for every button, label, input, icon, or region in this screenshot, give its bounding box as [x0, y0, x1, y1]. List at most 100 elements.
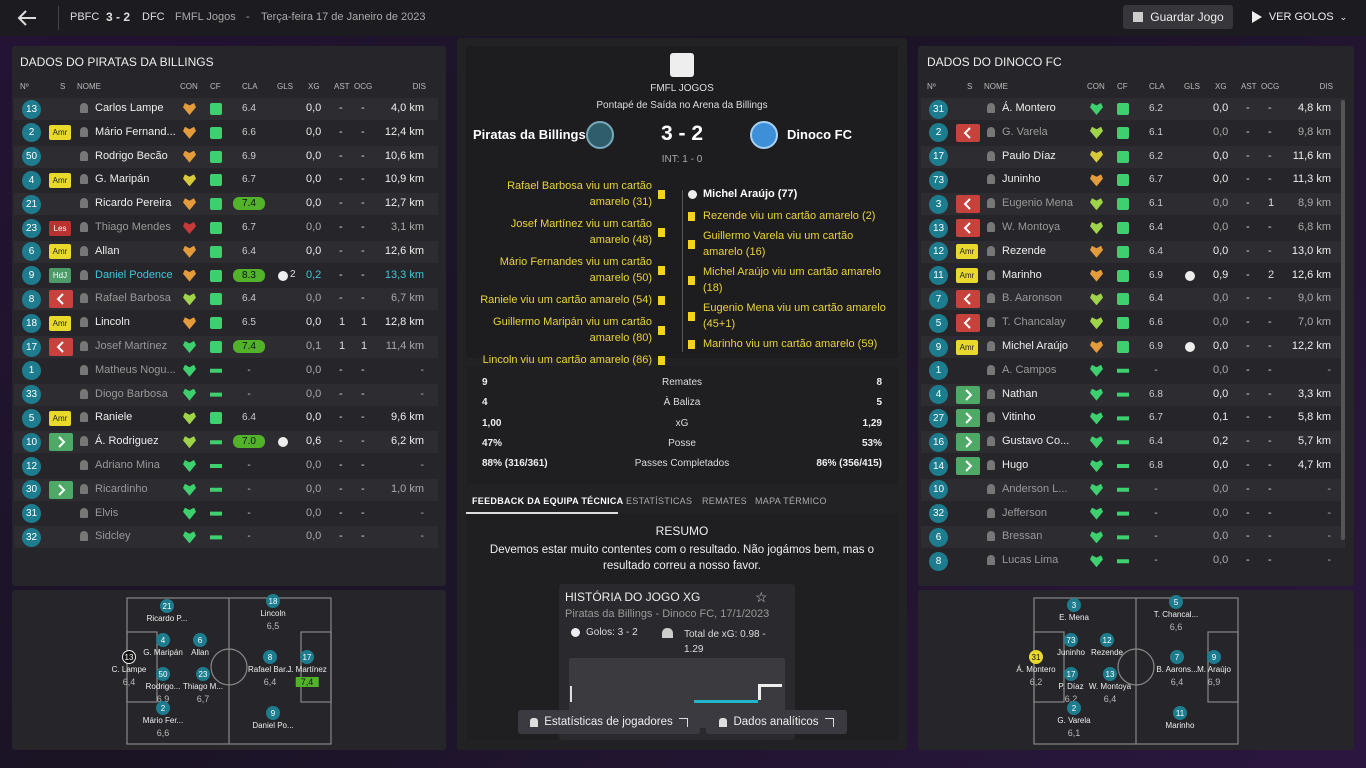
player-name[interactable]: W. Montoya — [1002, 221, 1061, 233]
save-icon — [1133, 12, 1144, 22]
tab[interactable]: MAPA TÉRMICO — [755, 496, 827, 506]
player-name[interactable]: Daniel Podence — [95, 268, 173, 281]
player-name[interactable]: A. Campos — [1002, 363, 1057, 376]
column-header: Nº — [927, 82, 936, 91]
pitch-number: 17 — [300, 650, 314, 664]
pitch-rating: 6,5 — [266, 621, 280, 631]
assists: - — [339, 149, 343, 162]
player-name[interactable]: Rezende — [1002, 244, 1047, 257]
row-stripe — [14, 526, 438, 549]
goals-button[interactable]: VER GOLOS ⌄ — [1243, 5, 1355, 29]
chances: - — [1268, 387, 1272, 400]
row-stripe — [14, 478, 438, 501]
pitch-name: Á. Montero — [1016, 665, 1056, 674]
sub-icon — [49, 290, 73, 309]
player-name[interactable]: G. Varela — [1002, 125, 1048, 138]
shirt-number: 27 — [929, 408, 948, 428]
player-name[interactable]: Lincoln — [95, 316, 130, 329]
competition[interactable]: FMFL Jogos — [175, 11, 236, 23]
tab[interactable]: ESTATÍSTICAS — [626, 496, 693, 506]
distance: - — [1327, 482, 1331, 495]
tab[interactable]: FEEDBACK DA EQUIPA TÉCNICA — [472, 496, 624, 506]
tab-underline — [466, 512, 618, 514]
player-name[interactable]: Hugo — [1002, 459, 1029, 471]
distance: - — [1327, 506, 1331, 519]
player-name[interactable]: Bressan — [1002, 530, 1043, 543]
player-name[interactable]: Diogo Barbosa — [95, 387, 168, 400]
person-icon — [987, 364, 995, 375]
shirt-number: 31 — [929, 99, 948, 119]
shirt-number: 6 — [22, 242, 41, 262]
player-name[interactable]: Á. Montero — [1002, 102, 1056, 114]
shirt-number: 2 — [22, 123, 41, 143]
player-name[interactable]: Raniele — [95, 411, 133, 424]
pitch-name: Rodrigo... — [145, 682, 181, 691]
player-name[interactable]: Sidcley — [95, 530, 131, 543]
player-name[interactable]: Ricardo Pereira — [95, 197, 172, 210]
assists: - — [339, 221, 343, 233]
xg: 0,0 — [1213, 149, 1229, 162]
pitch-number: 2 — [1067, 701, 1081, 715]
row-stripe — [921, 240, 1345, 263]
rating: 6.8 — [1149, 388, 1163, 400]
player-name[interactable]: Lucas Lima — [1002, 554, 1059, 567]
player-name[interactable]: Allan — [95, 244, 120, 257]
player-name[interactable]: B. Aaronson — [1002, 292, 1062, 305]
shirt-number: 32 — [22, 527, 41, 547]
status-badge: Les — [49, 220, 71, 236]
fitness-icon — [210, 150, 222, 163]
rating: 6.4 — [242, 103, 256, 114]
yellow-card — [658, 227, 665, 237]
pitch-name: W. Montoya — [1088, 682, 1132, 691]
player-name[interactable]: Juninho — [1002, 173, 1041, 186]
fitness-icon — [210, 440, 222, 445]
player-name[interactable]: Mário Fernand... — [95, 125, 176, 138]
tab[interactable]: REMATES — [702, 496, 747, 506]
player-name[interactable]: Elvis — [95, 506, 119, 519]
player-name[interactable]: Matheus Nogu... — [95, 363, 176, 376]
user-icon — [530, 717, 539, 727]
chances: 1 — [361, 316, 368, 329]
xg: 0,0 — [306, 125, 322, 138]
stat-label: À Baliza — [663, 397, 701, 409]
footer-button[interactable]: Estatísticas de jogadores — [518, 710, 700, 734]
away-team[interactable]: Dinoco FC — [787, 127, 852, 142]
player-name[interactable]: Ricardinho — [95, 482, 148, 495]
save-button[interactable]: Guardar Jogo — [1123, 5, 1233, 29]
player-name[interactable]: Adriano Mina — [95, 459, 160, 471]
pitch-name: C. Lampe — [111, 665, 147, 674]
sub-arrow — [58, 484, 66, 496]
xg: 0,0 — [306, 292, 322, 305]
player-name[interactable]: Michel Araújo — [1002, 340, 1069, 352]
sub-icon — [956, 290, 980, 309]
player-name[interactable]: Á. Rodriguez — [95, 435, 159, 448]
home-team[interactable]: Piratas da Billings — [473, 127, 586, 142]
xg: 0,0 — [1213, 292, 1229, 305]
player-name[interactable]: Anderson L... — [1002, 482, 1068, 495]
chances: - — [361, 411, 365, 424]
player-name[interactable]: Marinho — [1002, 268, 1042, 281]
player-name[interactable]: T. Chancalay — [1002, 316, 1066, 329]
player-name[interactable]: Eugenio Mena — [1002, 197, 1073, 210]
chances: - — [361, 506, 365, 519]
player-name[interactable]: Paulo Díaz — [1002, 149, 1056, 162]
player-name[interactable]: Vitinho — [1002, 411, 1036, 424]
chances: - — [361, 125, 365, 138]
chances: 1 — [361, 340, 368, 352]
rating: 6.9 — [1149, 341, 1163, 352]
footer-button[interactable]: Dados analíticos — [706, 710, 847, 734]
player-name[interactable]: Josef Martínez — [95, 340, 168, 352]
yellow-card — [658, 295, 665, 305]
player-name[interactable]: Gustavo Co... — [1002, 435, 1070, 448]
player-name[interactable]: Rodrigo Becão — [95, 149, 168, 162]
player-name[interactable]: G. Maripán — [95, 173, 150, 186]
player-name[interactable]: Jefferson — [1002, 506, 1048, 519]
player-name[interactable]: Rafael Barbosa — [95, 292, 171, 305]
path — [963, 222, 971, 234]
star-icon[interactable]: ☆ — [755, 589, 768, 605]
player-name[interactable]: Carlos Lampe — [95, 102, 164, 114]
player-name[interactable]: Thiago Mendes — [95, 221, 171, 233]
back-button[interactable] — [16, 8, 38, 28]
pitch-name: Lincoln — [260, 609, 286, 618]
player-name[interactable]: Nathan — [1002, 387, 1038, 400]
